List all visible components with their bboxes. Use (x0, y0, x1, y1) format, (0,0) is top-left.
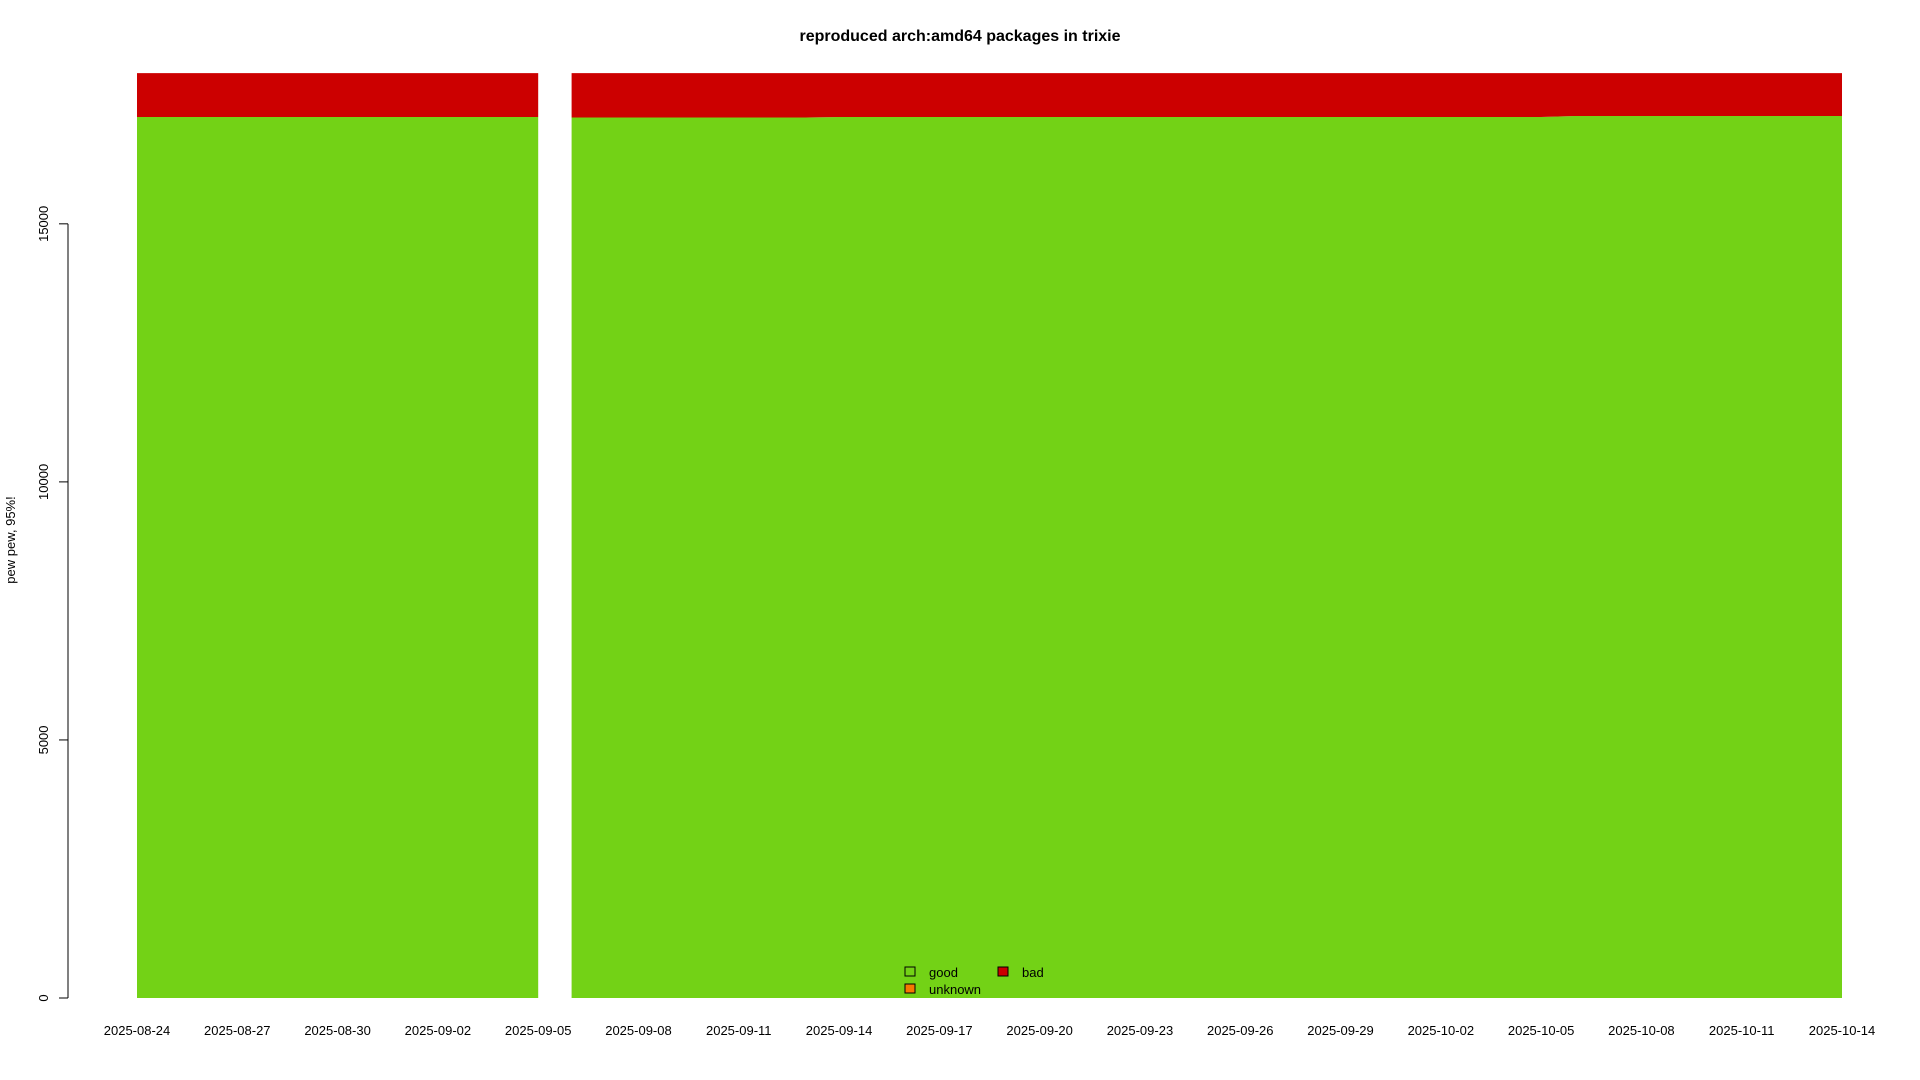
x-tick-label: 2025-10-02 (1408, 1023, 1475, 1038)
x-tick-label: 2025-10-14 (1809, 1023, 1876, 1038)
x-tick-label: 2025-08-27 (204, 1023, 271, 1038)
x-tick-label: 2025-09-17 (906, 1023, 973, 1038)
legend-label-unknown: unknown (929, 982, 981, 997)
area-bad-segment-2 (571, 73, 1842, 118)
y-axis-label: pew pew, 95%! (3, 496, 18, 583)
chart-title: reproduced arch:amd64 packages in trixie (799, 28, 1120, 45)
x-tick-label: 2025-09-11 (706, 1023, 772, 1038)
area-bad-segment-1 (137, 73, 539, 117)
legend-swatch-good (904, 966, 916, 977)
y-tick-label: 10000 (36, 464, 51, 500)
x-tick-label: 2025-09-05 (505, 1023, 572, 1038)
x-tick-label: 2025-09-20 (1006, 1023, 1073, 1038)
x-axis: 2025-08-24 2025-08-27 2025-08-30 2025-09-02… (104, 1023, 1876, 1038)
area-good-segment-1 (137, 117, 539, 998)
legend-swatch-unknown (904, 983, 916, 994)
x-tick-label: 2025-09-02 (405, 1023, 472, 1038)
legend-label-bad: bad (1022, 965, 1044, 980)
legend: good bad unknown (904, 965, 1044, 997)
legend-item-bad: bad (997, 965, 1044, 980)
x-tick-label: 2025-10-08 (1608, 1023, 1675, 1038)
x-tick-label: 2025-09-14 (806, 1023, 873, 1038)
x-tick-label: 2025-08-24 (104, 1023, 171, 1038)
legend-item-good: good (904, 965, 958, 980)
x-tick-label: 2025-08-30 (304, 1023, 371, 1038)
y-axis: 0 5000 10000 15000 (36, 206, 69, 1002)
x-tick-label: 2025-09-08 (605, 1023, 672, 1038)
x-tick-label: 2025-09-29 (1307, 1023, 1374, 1038)
area-good-segment-2 (571, 116, 1842, 998)
y-tick-label: 5000 (36, 725, 51, 754)
y-tick-label: 0 (36, 994, 51, 1001)
legend-item-unknown: unknown (904, 982, 981, 997)
legend-label-good: good (929, 965, 958, 980)
x-tick-label: 2025-09-26 (1207, 1023, 1274, 1038)
legend-swatch-bad (997, 966, 1009, 977)
x-tick-label: 2025-10-05 (1508, 1023, 1575, 1038)
plot-area (137, 73, 1842, 998)
y-tick-label: 15000 (36, 206, 51, 242)
x-tick-label: 2025-09-23 (1107, 1023, 1174, 1038)
x-tick-label: 2025-10-11 (1709, 1023, 1775, 1038)
